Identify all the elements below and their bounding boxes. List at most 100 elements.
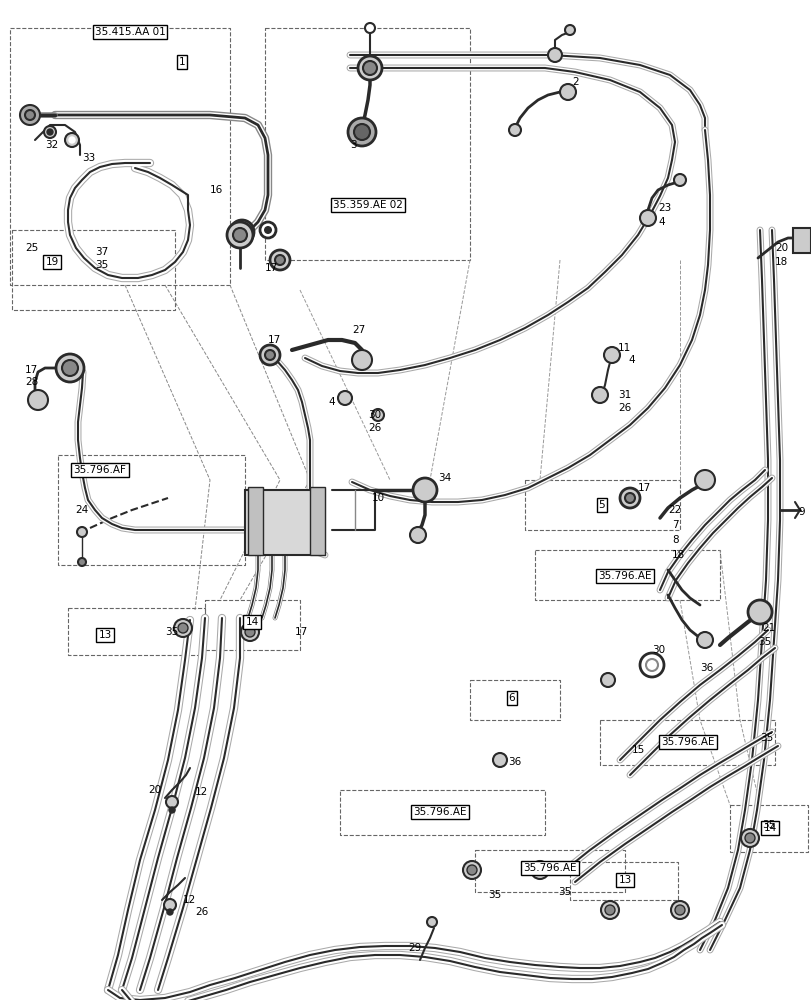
- Circle shape: [547, 48, 561, 62]
- Text: 20: 20: [774, 243, 787, 253]
- Text: 11: 11: [617, 343, 630, 353]
- Circle shape: [236, 226, 247, 238]
- Text: 35.796.AE: 35.796.AE: [598, 571, 651, 581]
- Text: 26: 26: [195, 907, 208, 917]
- Circle shape: [264, 226, 272, 234]
- Text: 5: 5: [598, 500, 604, 510]
- Circle shape: [427, 917, 436, 927]
- Text: 17: 17: [268, 335, 281, 345]
- Circle shape: [227, 222, 253, 248]
- Circle shape: [646, 659, 657, 671]
- Circle shape: [534, 865, 544, 875]
- Circle shape: [69, 137, 75, 143]
- Circle shape: [28, 390, 48, 410]
- Text: 13: 13: [98, 630, 111, 640]
- Circle shape: [744, 833, 754, 843]
- Circle shape: [624, 493, 634, 503]
- Text: 35: 35: [759, 733, 772, 743]
- Text: 15: 15: [631, 745, 645, 755]
- Circle shape: [275, 255, 285, 265]
- Circle shape: [20, 105, 40, 125]
- Text: 23: 23: [657, 203, 671, 213]
- Text: 27: 27: [351, 325, 365, 335]
- Text: 35: 35: [761, 820, 775, 830]
- Circle shape: [673, 174, 685, 186]
- Circle shape: [747, 600, 771, 624]
- Text: 8: 8: [672, 535, 678, 545]
- Circle shape: [337, 391, 351, 405]
- Text: 4: 4: [657, 217, 664, 227]
- Text: 2: 2: [571, 77, 578, 87]
- Circle shape: [620, 488, 639, 508]
- Text: 35.796.AE: 35.796.AE: [413, 807, 466, 817]
- Circle shape: [462, 861, 480, 879]
- Circle shape: [670, 901, 689, 919]
- Circle shape: [591, 387, 607, 403]
- Circle shape: [264, 350, 275, 360]
- Circle shape: [363, 61, 376, 75]
- Text: 17: 17: [294, 627, 308, 637]
- Circle shape: [25, 110, 35, 120]
- Text: 35: 35: [487, 890, 500, 900]
- Circle shape: [65, 133, 79, 147]
- Text: 7: 7: [672, 520, 678, 530]
- Circle shape: [600, 901, 618, 919]
- Text: 31: 31: [617, 390, 630, 400]
- Bar: [310, 487, 324, 555]
- Circle shape: [78, 558, 86, 566]
- Text: 12: 12: [182, 895, 196, 905]
- Text: 1: 1: [178, 57, 185, 67]
- Text: 14: 14: [245, 617, 259, 627]
- Bar: [792, 228, 810, 253]
- Text: 36: 36: [508, 757, 521, 767]
- Circle shape: [260, 222, 276, 238]
- Circle shape: [44, 126, 56, 138]
- Circle shape: [674, 905, 684, 915]
- Circle shape: [696, 632, 712, 648]
- Text: 30: 30: [367, 410, 380, 420]
- Text: 20: 20: [148, 785, 161, 795]
- Text: 10: 10: [371, 493, 384, 503]
- Circle shape: [639, 653, 663, 677]
- Text: 6: 6: [508, 693, 515, 703]
- Text: 21: 21: [761, 623, 775, 633]
- Circle shape: [564, 25, 574, 35]
- Circle shape: [169, 807, 175, 813]
- Text: 25: 25: [25, 243, 38, 253]
- Circle shape: [164, 899, 176, 911]
- Text: 35: 35: [757, 637, 770, 647]
- Text: 17: 17: [637, 483, 650, 493]
- Circle shape: [260, 345, 280, 365]
- Circle shape: [348, 118, 375, 146]
- Circle shape: [365, 23, 375, 33]
- Text: 35: 35: [557, 887, 571, 897]
- Circle shape: [270, 250, 290, 270]
- Circle shape: [56, 354, 84, 382]
- Text: 35.796.AE: 35.796.AE: [522, 863, 576, 873]
- Text: 17: 17: [25, 365, 38, 375]
- Circle shape: [230, 220, 254, 244]
- Text: 16: 16: [210, 185, 223, 195]
- Circle shape: [62, 360, 78, 376]
- Text: 4: 4: [328, 397, 334, 407]
- Text: 4: 4: [627, 355, 634, 365]
- Circle shape: [410, 527, 426, 543]
- Text: 37: 37: [95, 247, 108, 257]
- Text: 19: 19: [45, 257, 58, 267]
- Text: 34: 34: [437, 473, 451, 483]
- Circle shape: [165, 796, 178, 808]
- Bar: [247, 487, 263, 555]
- Circle shape: [492, 753, 506, 767]
- Circle shape: [174, 619, 191, 637]
- Text: 12: 12: [195, 787, 208, 797]
- Text: 29: 29: [407, 943, 421, 953]
- Text: 28: 28: [25, 377, 38, 387]
- Text: 35: 35: [95, 260, 108, 270]
- Text: 32: 32: [45, 140, 58, 150]
- Text: 26: 26: [617, 403, 630, 413]
- Text: 26: 26: [367, 423, 381, 433]
- Text: 35.796.AF: 35.796.AF: [74, 465, 127, 475]
- Text: 33: 33: [82, 153, 95, 163]
- Text: 36: 36: [699, 663, 712, 673]
- Circle shape: [600, 673, 614, 687]
